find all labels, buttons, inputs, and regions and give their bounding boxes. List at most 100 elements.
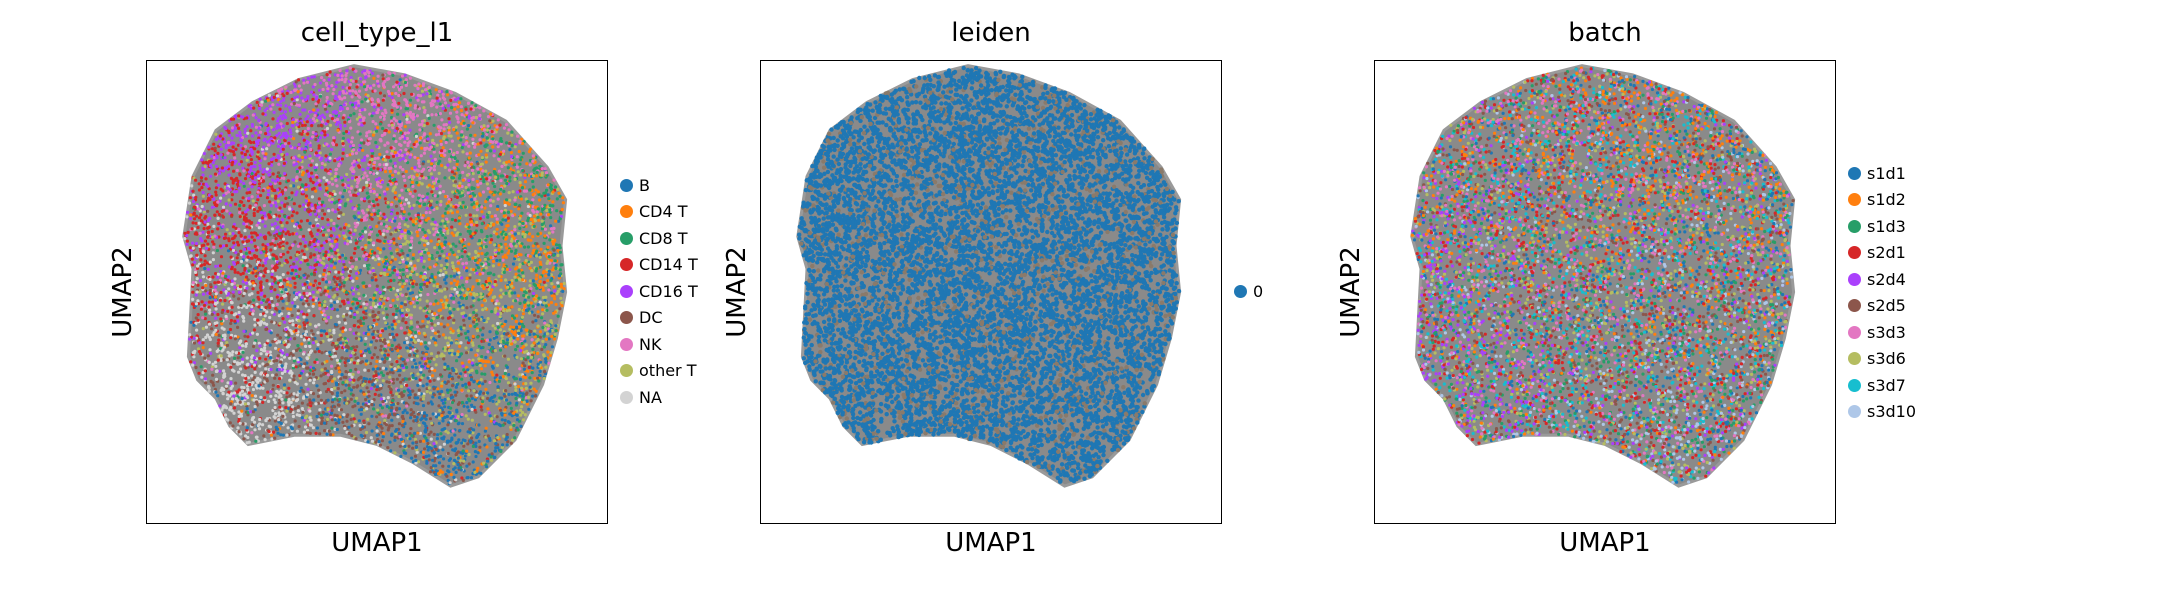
data-point — [411, 184, 415, 188]
data-point — [493, 214, 497, 218]
data-point — [534, 269, 538, 273]
data-point — [470, 101, 474, 105]
data-point — [339, 408, 344, 412]
data-point — [230, 193, 234, 197]
data-point — [543, 328, 548, 332]
data-point — [302, 81, 306, 85]
data-point — [324, 280, 329, 284]
data-point — [491, 137, 495, 141]
data-point — [317, 201, 322, 205]
data-point — [482, 461, 486, 465]
data-point — [460, 122, 464, 126]
data-point — [235, 182, 240, 186]
data-point — [319, 421, 324, 426]
data-point — [389, 202, 394, 207]
data-point — [471, 358, 475, 362]
data-point — [243, 127, 247, 131]
data-point — [449, 98, 453, 102]
data-point — [437, 416, 442, 420]
data-point — [195, 277, 199, 281]
data-point — [452, 307, 456, 311]
data-point — [378, 290, 382, 294]
data-point — [367, 369, 371, 373]
data-point — [331, 227, 335, 231]
data-point — [521, 312, 525, 316]
data-point — [427, 168, 432, 172]
data-point — [264, 217, 268, 221]
data-point — [451, 377, 455, 381]
data-point — [233, 190, 237, 194]
data-point — [397, 142, 402, 146]
data-point — [514, 244, 518, 248]
data-point — [391, 173, 395, 177]
data-point — [320, 161, 324, 166]
data-point — [275, 217, 280, 221]
data-point — [215, 210, 219, 214]
data-point — [247, 235, 251, 239]
data-point — [408, 396, 412, 400]
data-point — [238, 203, 242, 208]
data-point — [425, 92, 429, 96]
data-point — [377, 176, 381, 180]
data-point — [237, 310, 241, 315]
data-point — [433, 331, 437, 335]
data-point — [413, 454, 418, 458]
data-point — [258, 356, 262, 360]
data-point — [465, 280, 469, 284]
data-point — [330, 117, 334, 121]
data-point — [490, 298, 494, 303]
data-point — [335, 117, 340, 122]
data-point — [499, 408, 503, 412]
data-point — [374, 339, 379, 343]
data-point — [241, 155, 245, 159]
data-point — [537, 296, 541, 300]
data-point — [419, 154, 423, 158]
data-point — [528, 279, 532, 283]
data-point — [267, 424, 271, 428]
data-point — [403, 223, 407, 227]
data-point — [519, 329, 523, 333]
data-point — [285, 395, 289, 399]
data-point — [288, 284, 293, 288]
data-point — [448, 90, 452, 94]
data-point — [472, 389, 476, 393]
data-point — [335, 122, 339, 126]
data-point — [329, 299, 333, 303]
data-point — [516, 170, 520, 174]
data-point — [378, 138, 382, 142]
data-point — [208, 163, 212, 168]
data-point — [350, 424, 354, 428]
data-point — [312, 381, 316, 385]
data-point — [520, 341, 524, 346]
data-point — [531, 198, 535, 202]
data-point — [379, 338, 383, 343]
data-point — [333, 413, 337, 417]
data-point — [525, 402, 529, 406]
data-point — [334, 171, 338, 176]
panel-title-cell-type: cell_type_l1 — [146, 18, 608, 48]
data-point — [302, 291, 306, 295]
data-point — [348, 92, 352, 96]
data-point — [414, 362, 418, 366]
data-point — [244, 380, 248, 384]
data-point — [524, 343, 528, 347]
data-point — [304, 194, 308, 198]
data-point — [275, 295, 279, 299]
data-point — [417, 123, 422, 127]
data-point — [479, 378, 483, 382]
data-point — [559, 296, 563, 300]
data-point — [282, 278, 286, 282]
data-point — [404, 313, 409, 317]
data-point — [395, 360, 399, 364]
data-point — [348, 83, 352, 87]
data-point — [247, 269, 251, 273]
data-point — [417, 241, 422, 245]
data-point — [269, 433, 274, 437]
data-point — [376, 212, 380, 216]
data-point — [419, 256, 424, 260]
data-point — [232, 369, 236, 373]
data-point — [361, 247, 365, 251]
data-point — [230, 311, 234, 315]
data-point — [227, 265, 232, 269]
data-point — [509, 244, 513, 248]
